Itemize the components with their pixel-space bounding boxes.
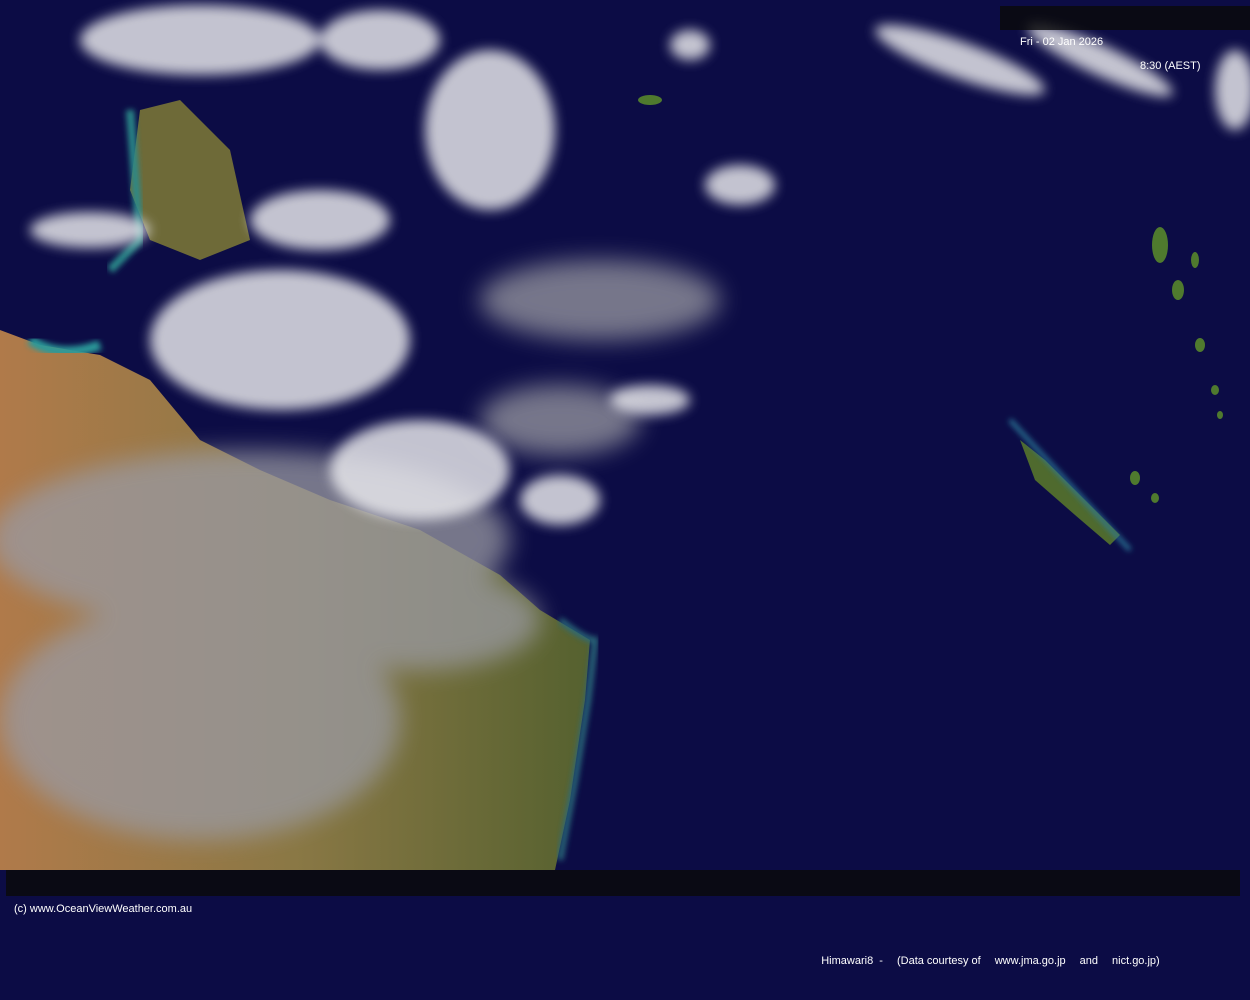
cape-york-peninsula xyxy=(27,100,250,357)
and-text: and xyxy=(1079,955,1099,967)
courtesy-text: (Data courtesy of xyxy=(896,955,981,967)
time-label: 8:30 (AEST) xyxy=(1140,60,1201,72)
date-label: Fri - 02 Jan 2026 xyxy=(1020,36,1104,48)
cloud-cover xyxy=(0,5,1250,840)
credits-bar: (c) www.OceanViewWeather.com.au Himawari… xyxy=(6,870,1240,967)
data-source-credit: Himawari8 - (Data courtesy of www.jma.go.j… xyxy=(809,922,1174,1000)
satellite-name: Himawari8 - xyxy=(821,955,883,967)
timestamp-bar: Fri - 02 Jan 2026 8:30 (AEST) xyxy=(1000,6,1250,72)
vanuatu-islands xyxy=(638,95,1223,503)
satellite-image xyxy=(0,5,1250,870)
source-link-nict: nict.go.jp) xyxy=(1112,955,1160,967)
new-caledonia xyxy=(1008,418,1132,552)
source-link-jma: www.jma.go.jp xyxy=(994,955,1066,967)
